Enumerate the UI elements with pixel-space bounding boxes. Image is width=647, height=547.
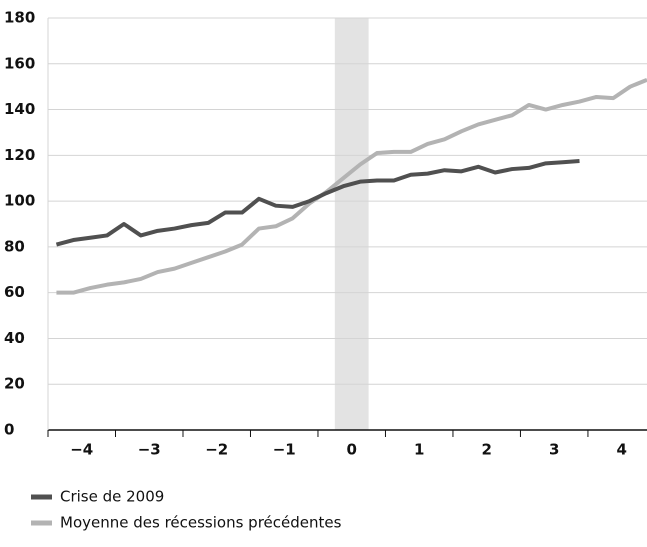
series-line [56,77,647,295]
x-tick-label: 3 [549,441,559,459]
legend-label: Moyenne des récessions précédentes [60,514,342,532]
y-tick-label: 20 [4,375,25,393]
x-tick-label: 0 [346,441,356,459]
y-tick-label: 60 [4,283,25,301]
x-tick-label: −4 [70,441,93,459]
y-tick-label: 180 [4,9,35,27]
x-tick-label: 1 [414,441,424,459]
y-tick-label: 100 [4,192,35,210]
x-tick-label: −3 [138,441,161,459]
legend-label: Crise de 2009 [60,488,164,506]
series-line [55,159,580,247]
y-tick-label: 0 [4,421,14,439]
y-tick-label: 80 [4,237,25,255]
y-tick-label: 160 [4,54,35,72]
x-tick-label: −1 [273,441,296,459]
highlight-band [334,18,369,430]
x-tick-label: 4 [616,441,626,459]
y-tick-label: 40 [4,329,25,347]
x-tick-label: −2 [205,441,228,459]
y-tick-label: 120 [4,146,35,164]
x-tick-label: 2 [481,441,491,459]
y-tick-label: 140 [4,100,35,118]
